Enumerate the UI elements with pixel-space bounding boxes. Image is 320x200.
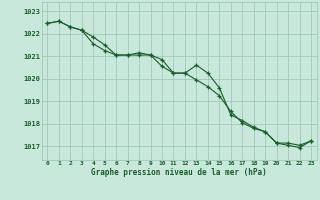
X-axis label: Graphe pression niveau de la mer (hPa): Graphe pression niveau de la mer (hPa) [91, 168, 267, 177]
